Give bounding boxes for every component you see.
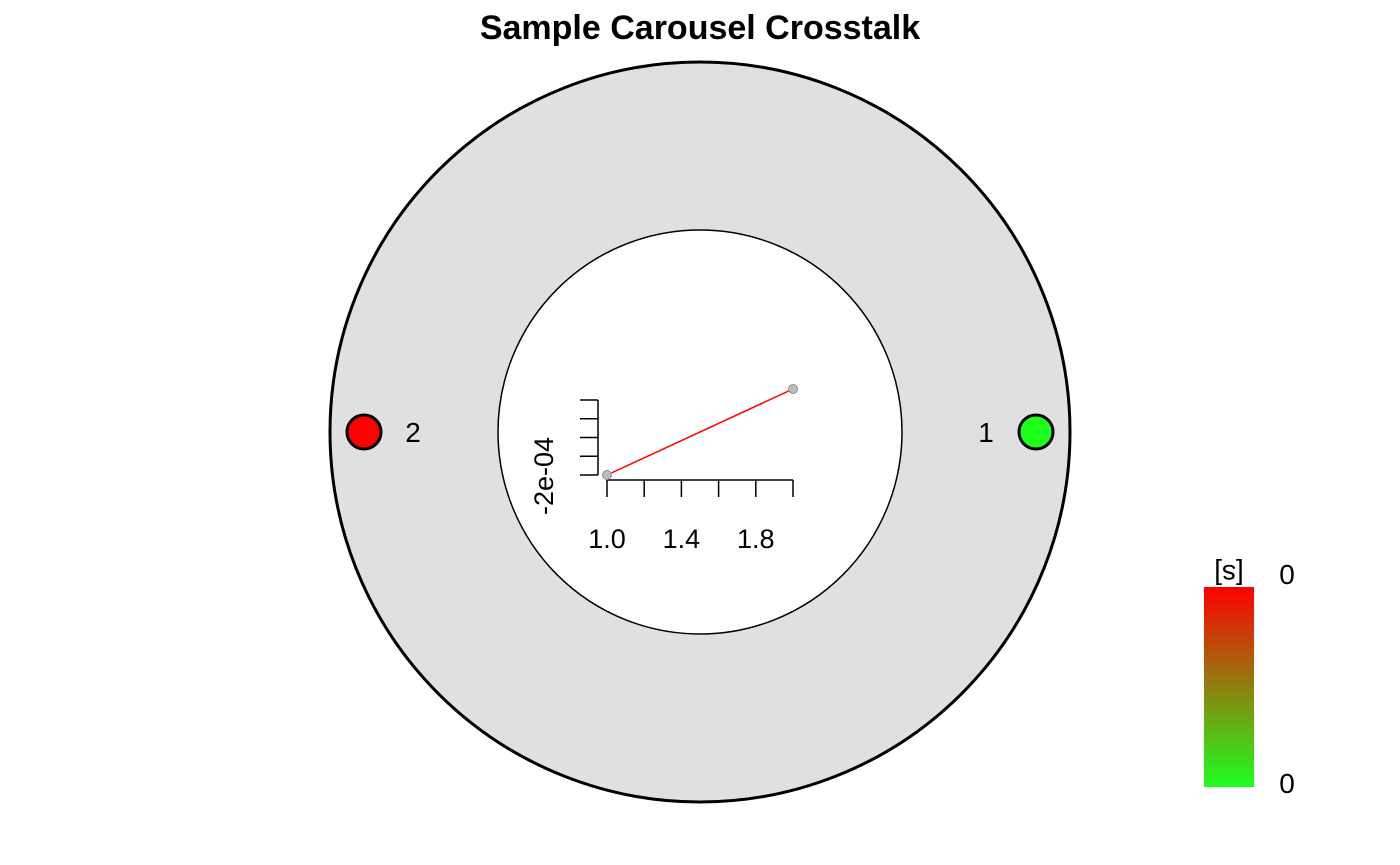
- chart-title: Sample Carousel Crosstalk: [480, 9, 920, 47]
- inset-series-line: [606, 388, 794, 476]
- inset-x-tick-label: 1.4: [663, 524, 701, 554]
- inset-data-point: [788, 384, 798, 394]
- sample-1-label: 1: [978, 417, 994, 448]
- inset-line-plot: -2e-04 1.0 1.4 1.8: [529, 384, 798, 554]
- inset-y-tick-label: -2e-04: [529, 437, 559, 515]
- inset-x-tick-label: 1.8: [737, 524, 775, 554]
- legend-title: [s]: [1214, 559, 1244, 590]
- sample-1-marker: [1017, 413, 1055, 451]
- sample-2-marker: [345, 413, 383, 451]
- inset-x-tick-label: 1.0: [588, 524, 626, 554]
- legend-bottom-label: 0: [1279, 768, 1295, 799]
- legend-color-bar: [1204, 587, 1254, 787]
- inset-data-point: [602, 470, 612, 480]
- sample-2-label: 2: [405, 417, 421, 448]
- legend-top-label: 0: [1279, 559, 1295, 590]
